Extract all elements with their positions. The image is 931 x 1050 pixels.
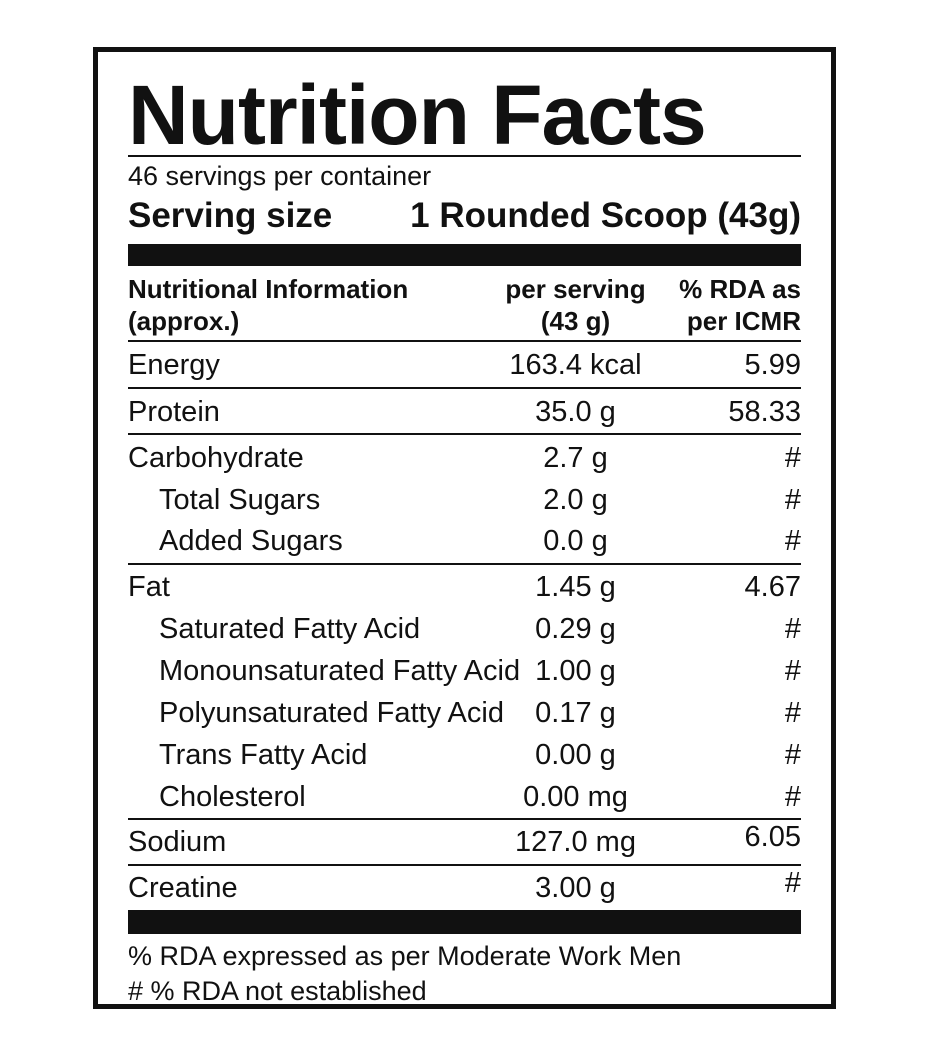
row-name: Sodium — [128, 826, 227, 858]
row-name: Polyunsaturated Fatty Acid — [159, 697, 504, 729]
header-per-serving: per serving (43 g) — [505, 274, 646, 336]
thick-divider-top — [128, 244, 801, 266]
row-rda: 58.33 — [728, 396, 801, 428]
row-name: Creatine — [128, 872, 238, 904]
row-name: Carbohydrate — [128, 442, 304, 474]
serving-size-label: Serving size — [128, 196, 333, 235]
row-value: 1.45 g — [535, 571, 616, 603]
table-row: Monounsaturated Fatty Acid 1.00 g # — [128, 650, 801, 692]
row-value: 0.0 g — [543, 525, 608, 557]
header-nutritional-information: Nutritional Information (approx.) — [128, 274, 409, 336]
row-divider — [128, 387, 801, 389]
table-row: Protein 35.0 g 58.33 — [128, 391, 801, 433]
row-rda: # — [784, 442, 801, 474]
row-rda: 4.67 — [744, 571, 801, 603]
row-value: 2.0 g — [543, 484, 608, 516]
table-row: Added Sugars 0.0 g # — [128, 520, 801, 562]
table-row: Energy 163.4 kcal 5.99 — [128, 344, 801, 386]
table-row: Cholesterol 0.00 mg # — [128, 776, 801, 818]
title-divider — [128, 155, 801, 157]
nutrition-facts-label: Nutrition Facts 46 servings per containe… — [93, 47, 836, 1009]
header-rda: % RDA as per ICMR — [679, 274, 801, 336]
table-row: Fat 1.45 g 4.67 — [128, 566, 801, 608]
row-divider — [128, 864, 801, 866]
row-value: 0.00 g — [535, 739, 616, 771]
row-value: 3.00 g — [535, 872, 616, 904]
row-name: Protein — [128, 396, 220, 428]
row-value: 2.7 g — [543, 442, 608, 474]
row-name: Total Sugars — [159, 484, 321, 516]
table-row: Polyunsaturated Fatty Acid 0.17 g # — [128, 692, 801, 734]
row-value: 0.00 mg — [523, 781, 628, 813]
label-content: Nutrition Facts 46 servings per containe… — [128, 52, 801, 1006]
table-row: Saturated Fatty Acid 0.29 g # — [128, 608, 801, 650]
row-value: 0.17 g — [535, 697, 616, 729]
row-rda: # — [784, 739, 801, 771]
row-rda: # — [784, 781, 801, 813]
row-rda: # — [784, 525, 801, 557]
row-name: Added Sugars — [159, 525, 343, 557]
servings-per-container: 46 servings per container — [128, 161, 432, 191]
table-row: Creatine 3.00 g # — [128, 867, 801, 909]
row-divider — [128, 433, 801, 435]
table-row: Carbohydrate 2.7 g # — [128, 437, 801, 479]
row-rda: # — [784, 613, 801, 645]
table-row: Sodium 127.0 mg 6.05 — [128, 821, 801, 863]
row-rda: # — [784, 484, 801, 516]
row-rda: # — [784, 867, 801, 899]
footnote-rda-basis: % RDA expressed as per Moderate Work Men — [128, 941, 682, 971]
row-name: Monounsaturated Fatty Acid — [159, 655, 521, 687]
row-name: Fat — [128, 571, 170, 603]
row-rda: # — [784, 655, 801, 687]
row-rda: 5.99 — [744, 349, 801, 381]
row-value: 127.0 mg — [515, 826, 636, 858]
header-divider — [128, 340, 801, 342]
row-value: 1.00 g — [535, 655, 616, 687]
row-value: 35.0 g — [535, 396, 616, 428]
row-rda: 6.05 — [744, 821, 801, 853]
table-row: Trans Fatty Acid 0.00 g # — [128, 734, 801, 776]
row-divider — [128, 563, 801, 565]
row-name: Saturated Fatty Acid — [159, 613, 421, 645]
label-title: Nutrition Facts — [128, 68, 707, 162]
row-name: Energy — [128, 349, 220, 381]
table-row: Total Sugars 2.0 g # — [128, 479, 801, 521]
thick-divider-bottom — [128, 910, 801, 934]
row-name: Trans Fatty Acid — [159, 739, 368, 771]
row-divider — [128, 818, 801, 820]
row-name: Cholesterol — [159, 781, 306, 813]
row-rda: # — [784, 697, 801, 729]
row-value: 163.4 kcal — [509, 349, 642, 381]
footnote-rda-not-established: # % RDA not established — [128, 976, 427, 1006]
serving-size-value: 1 Rounded Scoop (43g) — [410, 196, 801, 235]
row-value: 0.29 g — [535, 613, 616, 645]
